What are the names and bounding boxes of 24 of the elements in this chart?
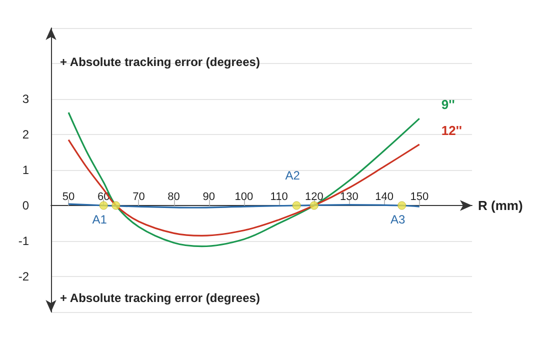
y-tick-label: -1 <box>18 234 30 248</box>
x-tick-label: 150 <box>410 191 429 203</box>
y-tick-label: -2 <box>18 270 30 284</box>
x-tick-label: 70 <box>132 191 145 203</box>
x-tick-label: 130 <box>340 191 358 203</box>
x-tick-label: 90 <box>202 191 215 203</box>
annotation: A2 <box>285 168 300 182</box>
annotation: A3 <box>390 212 406 226</box>
series-label: 12'' <box>441 122 462 138</box>
x-tick-label: 110 <box>270 191 288 203</box>
y-tick-label: 3 <box>22 92 30 106</box>
x-tick-label: 120 <box>304 191 324 203</box>
x-axis-title: R (mm) <box>478 198 523 213</box>
annotation: A1 <box>92 212 108 226</box>
y-tick-label: 0 <box>22 198 30 212</box>
y-tick-label: 1 <box>22 163 30 177</box>
annotation: + Absolute tracking error (degrees) <box>60 291 260 305</box>
y-axis-title: + Absolute tracking error (degrees) <box>60 55 260 69</box>
x-tick-label: 80 <box>168 191 180 203</box>
x-tick-label: 140 <box>375 191 394 203</box>
x-tick-label: 50 <box>62 191 75 203</box>
series-label: 9'' <box>441 97 455 112</box>
x-tick-label: 100 <box>234 191 254 203</box>
y-tick-label: 2 <box>22 128 30 142</box>
